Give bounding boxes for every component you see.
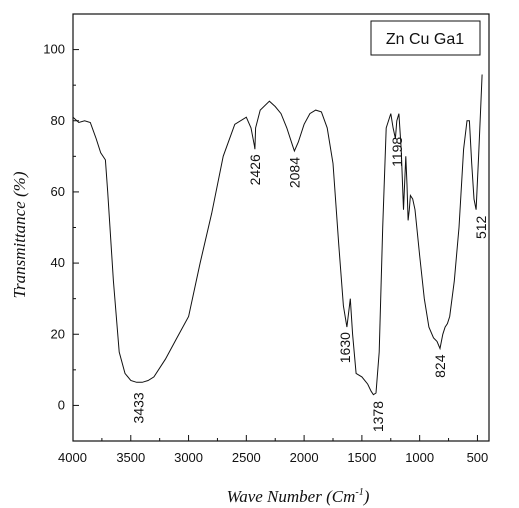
peak-label: 512	[473, 215, 489, 239]
legend-box	[370, 20, 481, 56]
x-tick-label: 500	[467, 450, 489, 465]
y-tick-label: 80	[51, 113, 65, 128]
x-axis-title-main: Wave Number (Cm	[227, 487, 356, 506]
x-tick-label: 3000	[174, 450, 203, 465]
x-tick-label: 1000	[405, 450, 434, 465]
peak-label: 1378	[370, 401, 386, 432]
x-tick-label: 4000	[58, 450, 87, 465]
plot-area-frame	[72, 13, 490, 442]
y-axis-title: Transmittance (%)	[10, 171, 29, 298]
y-tick-label: 60	[51, 184, 65, 199]
peak-label: 1630	[337, 332, 353, 363]
peak-label: 1198	[389, 137, 405, 167]
y-tick-label: 0	[58, 397, 65, 412]
x-axis-title: Wave Number (Cm-1)	[227, 487, 370, 506]
peak-label: 3433	[131, 392, 147, 423]
peak-label: 2426	[247, 154, 263, 185]
peak-label: 2084	[286, 157, 302, 188]
x-axis-title-sup: -1	[355, 487, 363, 498]
y-tick-label: 20	[51, 326, 65, 341]
legend-label: Zn Cu Ga1	[386, 31, 464, 48]
x-tick-label: 2500	[232, 450, 261, 465]
y-tick-label: 40	[51, 255, 65, 270]
peak-label: 824	[432, 354, 448, 378]
x-tick-label: 3500	[116, 450, 145, 465]
x-tick-label: 2000	[290, 450, 319, 465]
x-tick-label: 1500	[347, 450, 376, 465]
y-tick-label: 100	[43, 42, 65, 57]
series-line-zn-cu-ga1	[72, 74, 483, 396]
x-axis-title-close: )	[363, 487, 370, 506]
